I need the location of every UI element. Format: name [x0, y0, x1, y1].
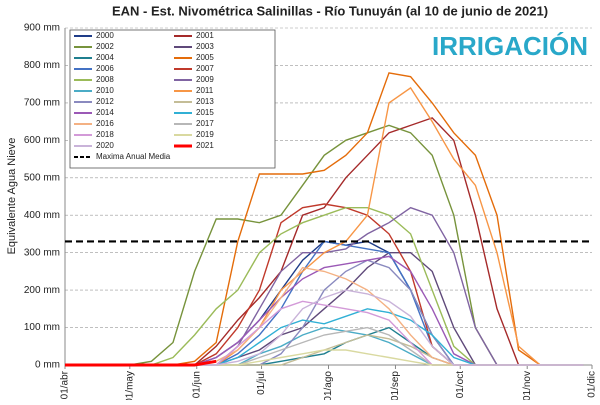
x-tick-label: 01/may — [124, 371, 135, 400]
x-tick-label: 01/nov — [522, 371, 533, 400]
legend-label: 2004 — [96, 53, 114, 62]
legend-label: 2015 — [196, 108, 214, 117]
y-tick-label: 700 mm — [24, 98, 60, 109]
legend-label: 2003 — [196, 42, 214, 51]
logo: IRRIGACIÓN — [432, 31, 588, 61]
legend-label: 2011 — [196, 86, 214, 95]
y-tick-label: 200 mm — [24, 285, 60, 296]
legend-label: 2019 — [196, 130, 214, 139]
y-tick-label: 900 mm — [24, 23, 60, 34]
legend-label: 2012 — [96, 97, 114, 106]
legend-label: 2018 — [96, 130, 114, 139]
x-tick-label: 01/sep — [390, 371, 401, 400]
legend-label: 2005 — [196, 53, 214, 62]
series-line — [65, 207, 584, 366]
legend-label: 2014 — [96, 108, 114, 117]
series-line — [65, 240, 584, 366]
x-tick-label: 01/ago — [323, 371, 334, 400]
x-tick-label: 01/abr — [60, 370, 71, 399]
legend-label: 2006 — [96, 64, 114, 73]
y-tick-label: 300 mm — [24, 247, 60, 258]
legend-box — [69, 29, 276, 169]
series-line — [65, 206, 584, 366]
legend-label: 2020 — [96, 141, 114, 150]
x-tick-label: 01/oct — [455, 371, 466, 398]
legend-label: 2008 — [96, 75, 114, 84]
y-tick-label: 400 mm — [24, 210, 60, 221]
legend-label: 2001 — [196, 31, 214, 40]
x-tick-label: 01/jul — [256, 371, 267, 395]
series-line — [65, 240, 584, 366]
legend-label: 2017 — [196, 119, 214, 128]
legend-label: 2002 — [96, 42, 114, 51]
y-tick-label: 600 mm — [24, 135, 60, 146]
legend-label: 2007 — [196, 64, 214, 73]
x-tick-label: 01/dic — [587, 371, 598, 398]
y-tick-label: 100 mm — [24, 322, 60, 333]
chart-title: EAN - Est. Nivométrica Salinillas - Río … — [112, 3, 548, 18]
legend-label: 2010 — [96, 86, 114, 95]
legend-label: 2016 — [96, 119, 114, 128]
y-axis-label: Equivalente Agua Nieve — [6, 138, 18, 255]
x-tick-label: 01/jun — [191, 371, 202, 398]
y-tick-label: 800 mm — [24, 60, 60, 71]
series-line — [65, 308, 584, 366]
series-line — [65, 203, 584, 366]
y-tick-label: 0 mm — [35, 360, 60, 371]
legend-label: Maxima Anual Media — [96, 152, 171, 161]
legend-label: 2009 — [196, 75, 214, 84]
legend-label: 2021 — [196, 141, 214, 150]
y-tick-label: 500 mm — [24, 172, 60, 183]
legend-label: 2000 — [96, 31, 114, 40]
legend-label: 2013 — [196, 97, 214, 106]
series-line — [65, 359, 217, 367]
